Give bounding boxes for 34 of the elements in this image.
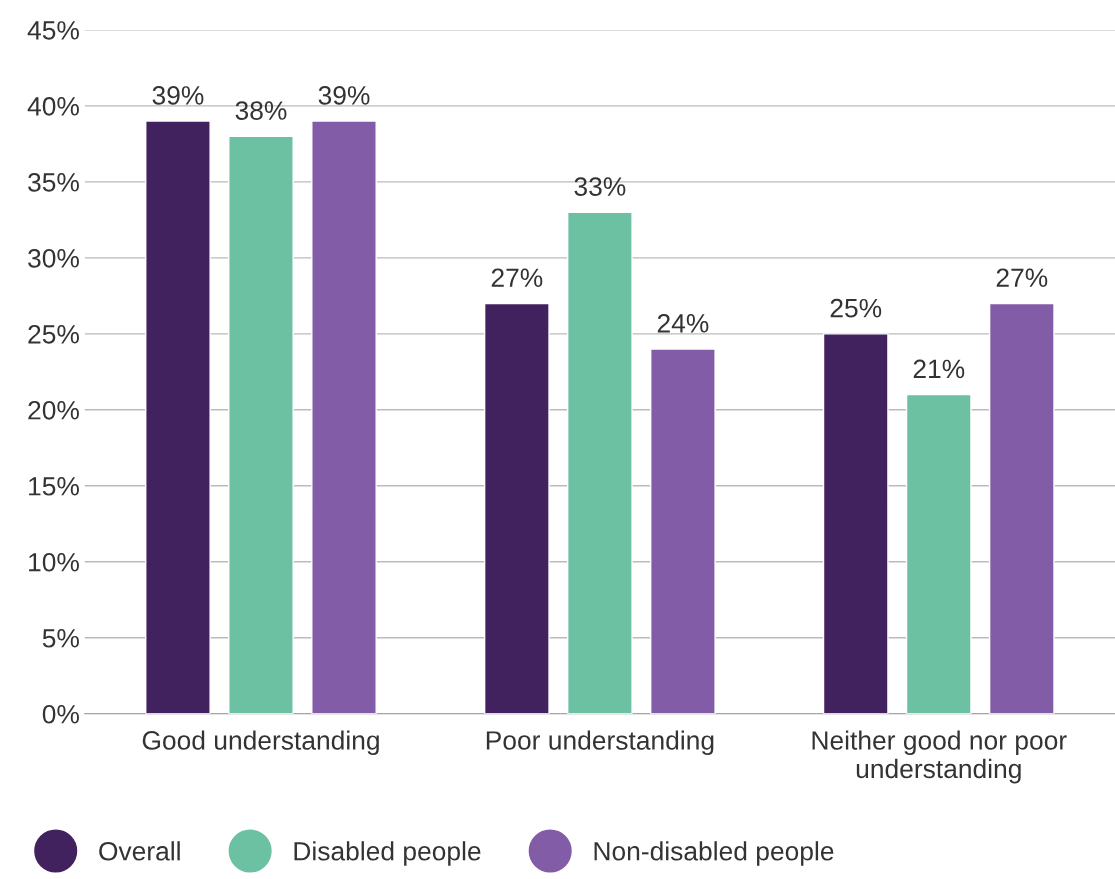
y-tick-label: 15% <box>29 477 79 496</box>
data-label: 24% <box>657 314 709 333</box>
data-label: 33% <box>574 177 626 196</box>
y-tick-label: 40% <box>27 97 79 116</box>
y-tick-label: 30% <box>28 248 79 268</box>
bar <box>228 135 294 714</box>
data-label: 27% <box>491 268 543 287</box>
x-tick-label: Neither good nor poor understanding <box>812 730 1067 784</box>
y-tick-label: 20% <box>28 400 79 420</box>
legend-label: Disabled people <box>294 841 481 866</box>
y-tick-label: 45% <box>27 21 79 40</box>
x-tick-label: Good understanding <box>142 730 379 756</box>
data-label: 27% <box>996 268 1048 287</box>
data-label: 38% <box>235 101 287 120</box>
bar <box>988 302 1055 714</box>
y-tick-label: 25% <box>28 324 79 344</box>
bar <box>905 393 972 714</box>
x-tick-label: Poor understanding <box>486 730 714 756</box>
y-tick-label: 10% <box>29 552 79 572</box>
data-label: 39% <box>152 86 204 105</box>
legend-label: Overall <box>99 841 180 861</box>
y-tick-label: 35% <box>28 172 79 192</box>
bar <box>483 302 550 714</box>
bar <box>566 211 633 714</box>
bar <box>145 120 211 714</box>
bar <box>822 333 889 714</box>
bar <box>311 120 377 714</box>
legend-label: Non-disabled people <box>594 841 834 866</box>
y-tick-label: 0% <box>42 704 79 724</box>
data-label: 39% <box>318 86 370 105</box>
bar <box>650 348 716 714</box>
data-label: 25% <box>830 298 882 318</box>
data-label: 21% <box>913 359 965 379</box>
y-tick-label: 5% <box>42 629 79 648</box>
